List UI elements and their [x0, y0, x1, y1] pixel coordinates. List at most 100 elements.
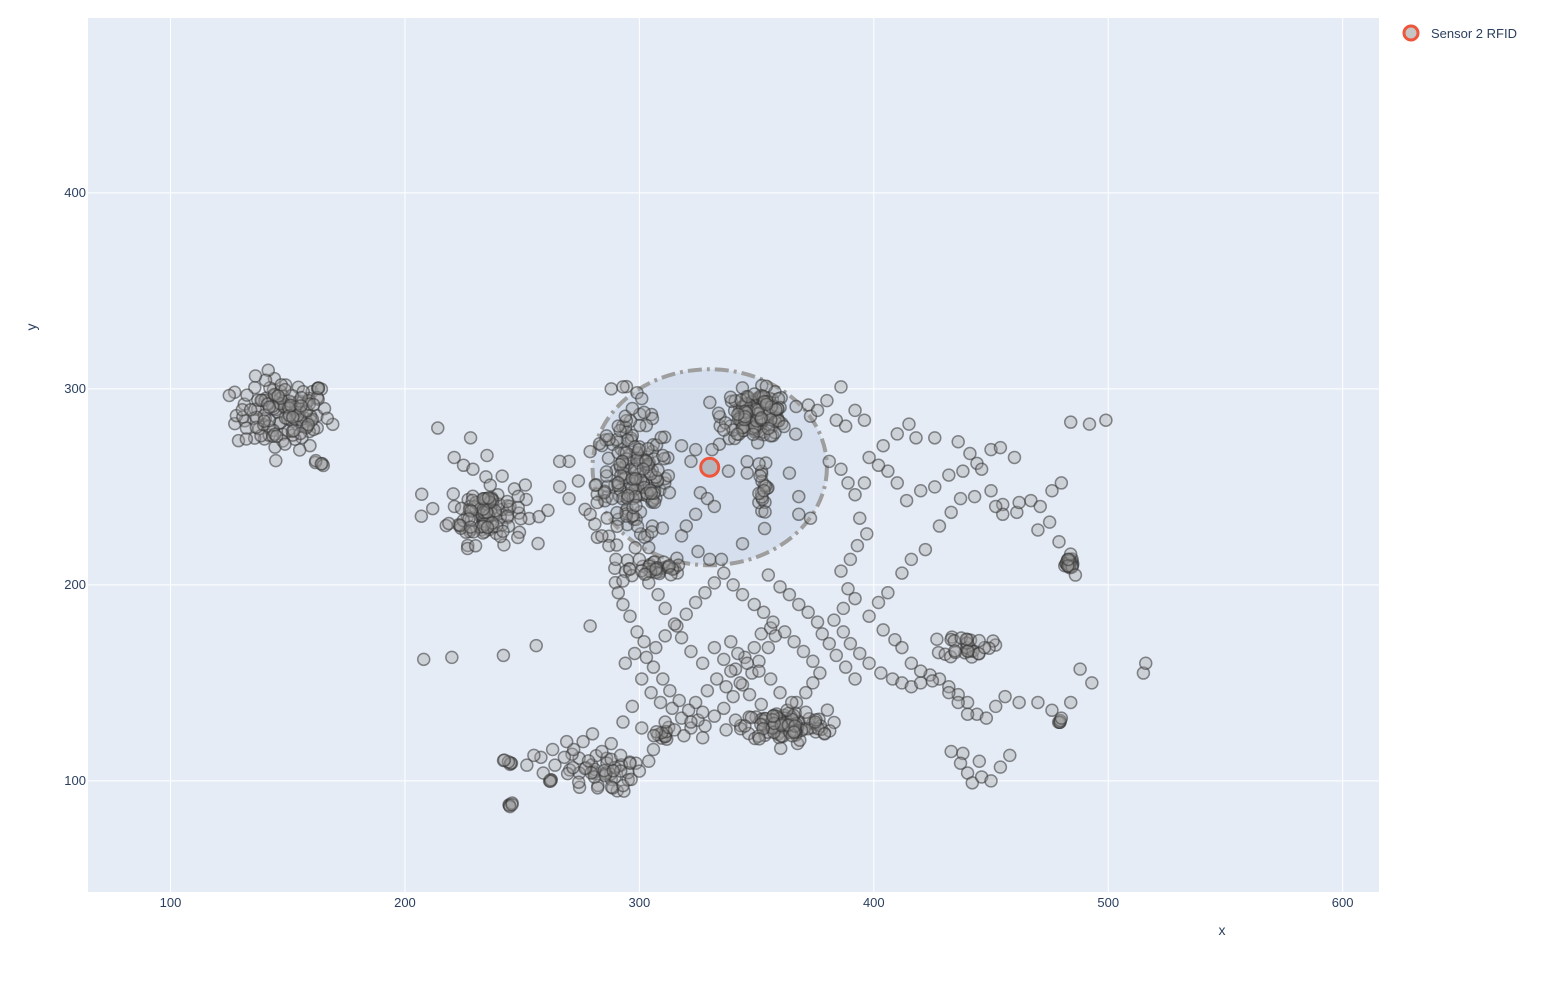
- data-point: [909, 431, 923, 445]
- data-point: [724, 664, 738, 678]
- data-point: [536, 766, 551, 780]
- data-point: [862, 656, 876, 671]
- data-point: [637, 634, 651, 649]
- data-point: [604, 382, 618, 396]
- data-point: [782, 587, 797, 602]
- data-point: [719, 723, 733, 737]
- x-tick-label: 100: [160, 895, 182, 910]
- data-point: [717, 566, 731, 580]
- data-point: [658, 601, 672, 616]
- data-point: [796, 644, 811, 659]
- data-point: [688, 595, 703, 610]
- data-point: [740, 454, 754, 469]
- data-point: [503, 799, 517, 814]
- data-point: [463, 431, 478, 445]
- data-point: [674, 438, 689, 453]
- data-point: [667, 723, 682, 737]
- data-point: [918, 542, 933, 557]
- data-point: [559, 734, 574, 749]
- data-point: [632, 442, 646, 457]
- data-point: [541, 503, 555, 518]
- data-point: [649, 562, 663, 577]
- data-point: [588, 478, 603, 493]
- data-point: [625, 699, 640, 714]
- data-point: [944, 744, 958, 759]
- data-point: [834, 380, 848, 394]
- data-point: [599, 469, 614, 483]
- data-point: [311, 381, 326, 395]
- data-point: [773, 741, 788, 756]
- data-point: [695, 705, 710, 720]
- data-point: [688, 442, 703, 457]
- data-point: [585, 727, 600, 741]
- data-point: [758, 505, 772, 519]
- data-point: [649, 640, 663, 655]
- data-point: [447, 450, 461, 465]
- data-point: [269, 429, 284, 444]
- data-point: [613, 457, 627, 472]
- data-point: [735, 587, 750, 602]
- x-tick-label: 400: [863, 895, 885, 910]
- data-point: [630, 625, 644, 639]
- data-point: [677, 729, 691, 743]
- data-point: [834, 564, 848, 578]
- data-point: [414, 487, 429, 501]
- data-point: [552, 454, 567, 469]
- data-point: [848, 403, 862, 418]
- data-point: [595, 744, 609, 759]
- data-point: [604, 736, 618, 751]
- data-point: [658, 715, 672, 729]
- data-point: [881, 585, 895, 600]
- data-point: [862, 450, 876, 465]
- data-point: [468, 539, 483, 553]
- data-point: [723, 390, 738, 405]
- data-point: [609, 552, 623, 567]
- data-point: [925, 674, 940, 688]
- data-point: [602, 538, 616, 553]
- data-point: [672, 693, 686, 708]
- data-point: [1136, 666, 1151, 680]
- data-point: [942, 468, 956, 482]
- data-point: [425, 501, 440, 516]
- data-point: [642, 540, 656, 555]
- data-point: [822, 636, 837, 651]
- data-point: [752, 664, 766, 678]
- data-point: [806, 676, 820, 690]
- x-tick-label: 300: [629, 895, 651, 910]
- data-point: [904, 552, 919, 567]
- data-point: [930, 632, 944, 646]
- data-point: [895, 640, 909, 655]
- data-point: [803, 511, 818, 525]
- data-point: [545, 742, 560, 757]
- data-point: [822, 454, 837, 469]
- x-tick-label: 500: [1097, 895, 1119, 910]
- data-point: [262, 400, 277, 414]
- data-point: [481, 491, 496, 505]
- legend-sensor-icon: [1402, 24, 1420, 42]
- data-point: [754, 697, 769, 712]
- data-point: [951, 435, 965, 449]
- data-point: [953, 756, 968, 770]
- legend[interactable]: Sensor 2 RFID: [1402, 24, 1517, 42]
- data-point: [841, 476, 855, 490]
- data-point: [624, 772, 638, 787]
- data-point: [871, 458, 886, 473]
- data-point: [974, 462, 989, 476]
- data-point: [453, 518, 467, 533]
- data-point: [505, 797, 519, 812]
- data-point: [1045, 484, 1059, 498]
- data-point: [262, 413, 277, 428]
- data-point: [651, 463, 665, 477]
- data-point: [529, 638, 543, 653]
- data-point: [644, 486, 659, 500]
- data-point: [442, 516, 456, 531]
- data-point: [599, 429, 614, 443]
- data-point: [843, 552, 858, 567]
- data-point: [848, 487, 862, 502]
- data-point: [759, 397, 774, 412]
- data-point: [752, 457, 766, 471]
- data-point: [576, 734, 590, 749]
- x-tick-label: 600: [1332, 895, 1354, 910]
- data-point: [632, 552, 647, 567]
- data-point: [1007, 450, 1022, 465]
